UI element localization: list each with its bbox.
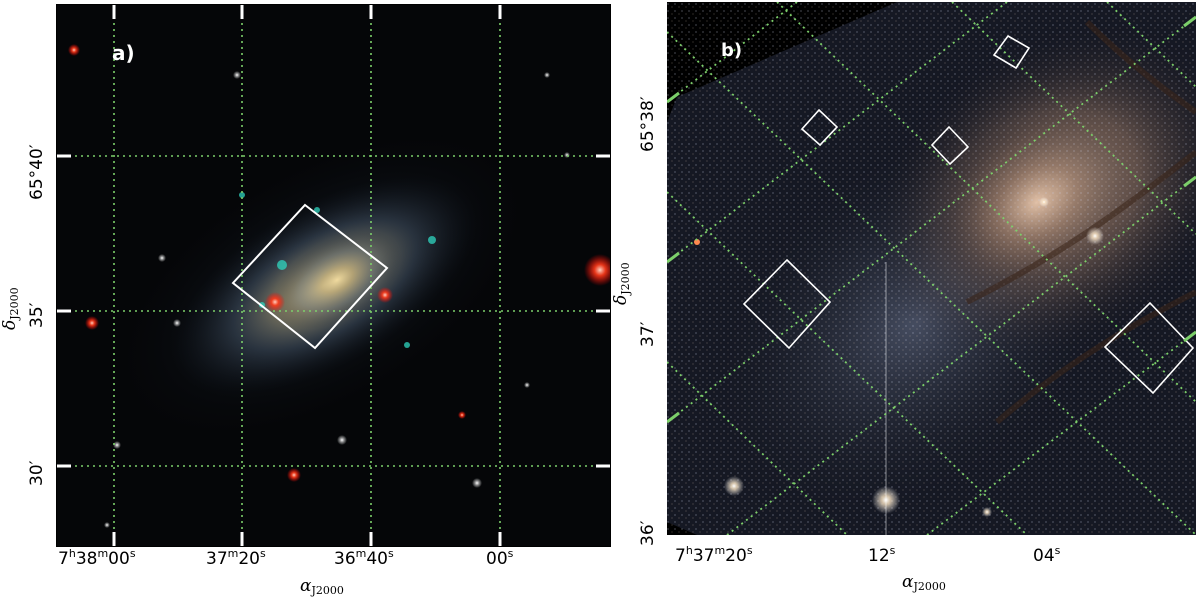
field-of-view-box-a (231, 203, 389, 350)
x-tick-a-3: 00s (486, 547, 514, 569)
galaxy-image-b (667, 2, 1196, 535)
x-tick-a-2: 36m40s (334, 547, 394, 569)
grid-tick-marks-a (57, 5, 610, 546)
x-tick-a-1: 37m20s (206, 547, 266, 569)
dust-lanes-b (965, 19, 1196, 425)
y-tick-b-2: 36′ (638, 520, 658, 547)
y-tick-a-1: 35′ (27, 302, 47, 329)
galaxy-image-panel-a: a) (57, 5, 610, 546)
galaxy-image-a (57, 5, 610, 546)
coordinate-grid-b (667, 2, 1196, 535)
y-tick-a-0: 65°40′ (27, 144, 47, 200)
fov-box-1 (992, 34, 1031, 70)
galaxy-image-panel-b: b) (667, 2, 1196, 535)
x-axis-title-a: αJ2000 (300, 576, 344, 597)
hii-regions-a (239, 192, 436, 348)
field-of-view-boxes-b (742, 34, 1195, 395)
fov-box-5 (1103, 301, 1195, 395)
fov-box-2 (800, 108, 839, 147)
x-tick-b-0: 7h37m20s (675, 544, 753, 566)
y-tick-b-0: 65°38′ (638, 96, 658, 152)
x-tick-a-0: 7h38m00s (58, 547, 136, 569)
y-tick-a-2: 30′ (27, 460, 47, 487)
x-axis-title-b: αJ2000 (902, 572, 946, 593)
stars-b (694, 197, 1104, 535)
fov-box-4 (742, 258, 832, 350)
coordinate-grid-a (57, 5, 610, 546)
fov-box-3 (930, 125, 970, 166)
y-axis-title-b: δJ2000 (611, 262, 632, 305)
stars-a (68, 44, 610, 528)
x-tick-b-2: 04s (1033, 544, 1061, 566)
y-axis-title-a: δJ2000 (0, 287, 21, 330)
panel-label-a: a) (112, 41, 135, 65)
x-tick-b-1: 12s (868, 544, 896, 566)
grid-tick-marks-b (667, 15, 1196, 424)
y-tick-b-1: 37′ (638, 321, 658, 348)
panel-label-b: b) (721, 40, 743, 61)
